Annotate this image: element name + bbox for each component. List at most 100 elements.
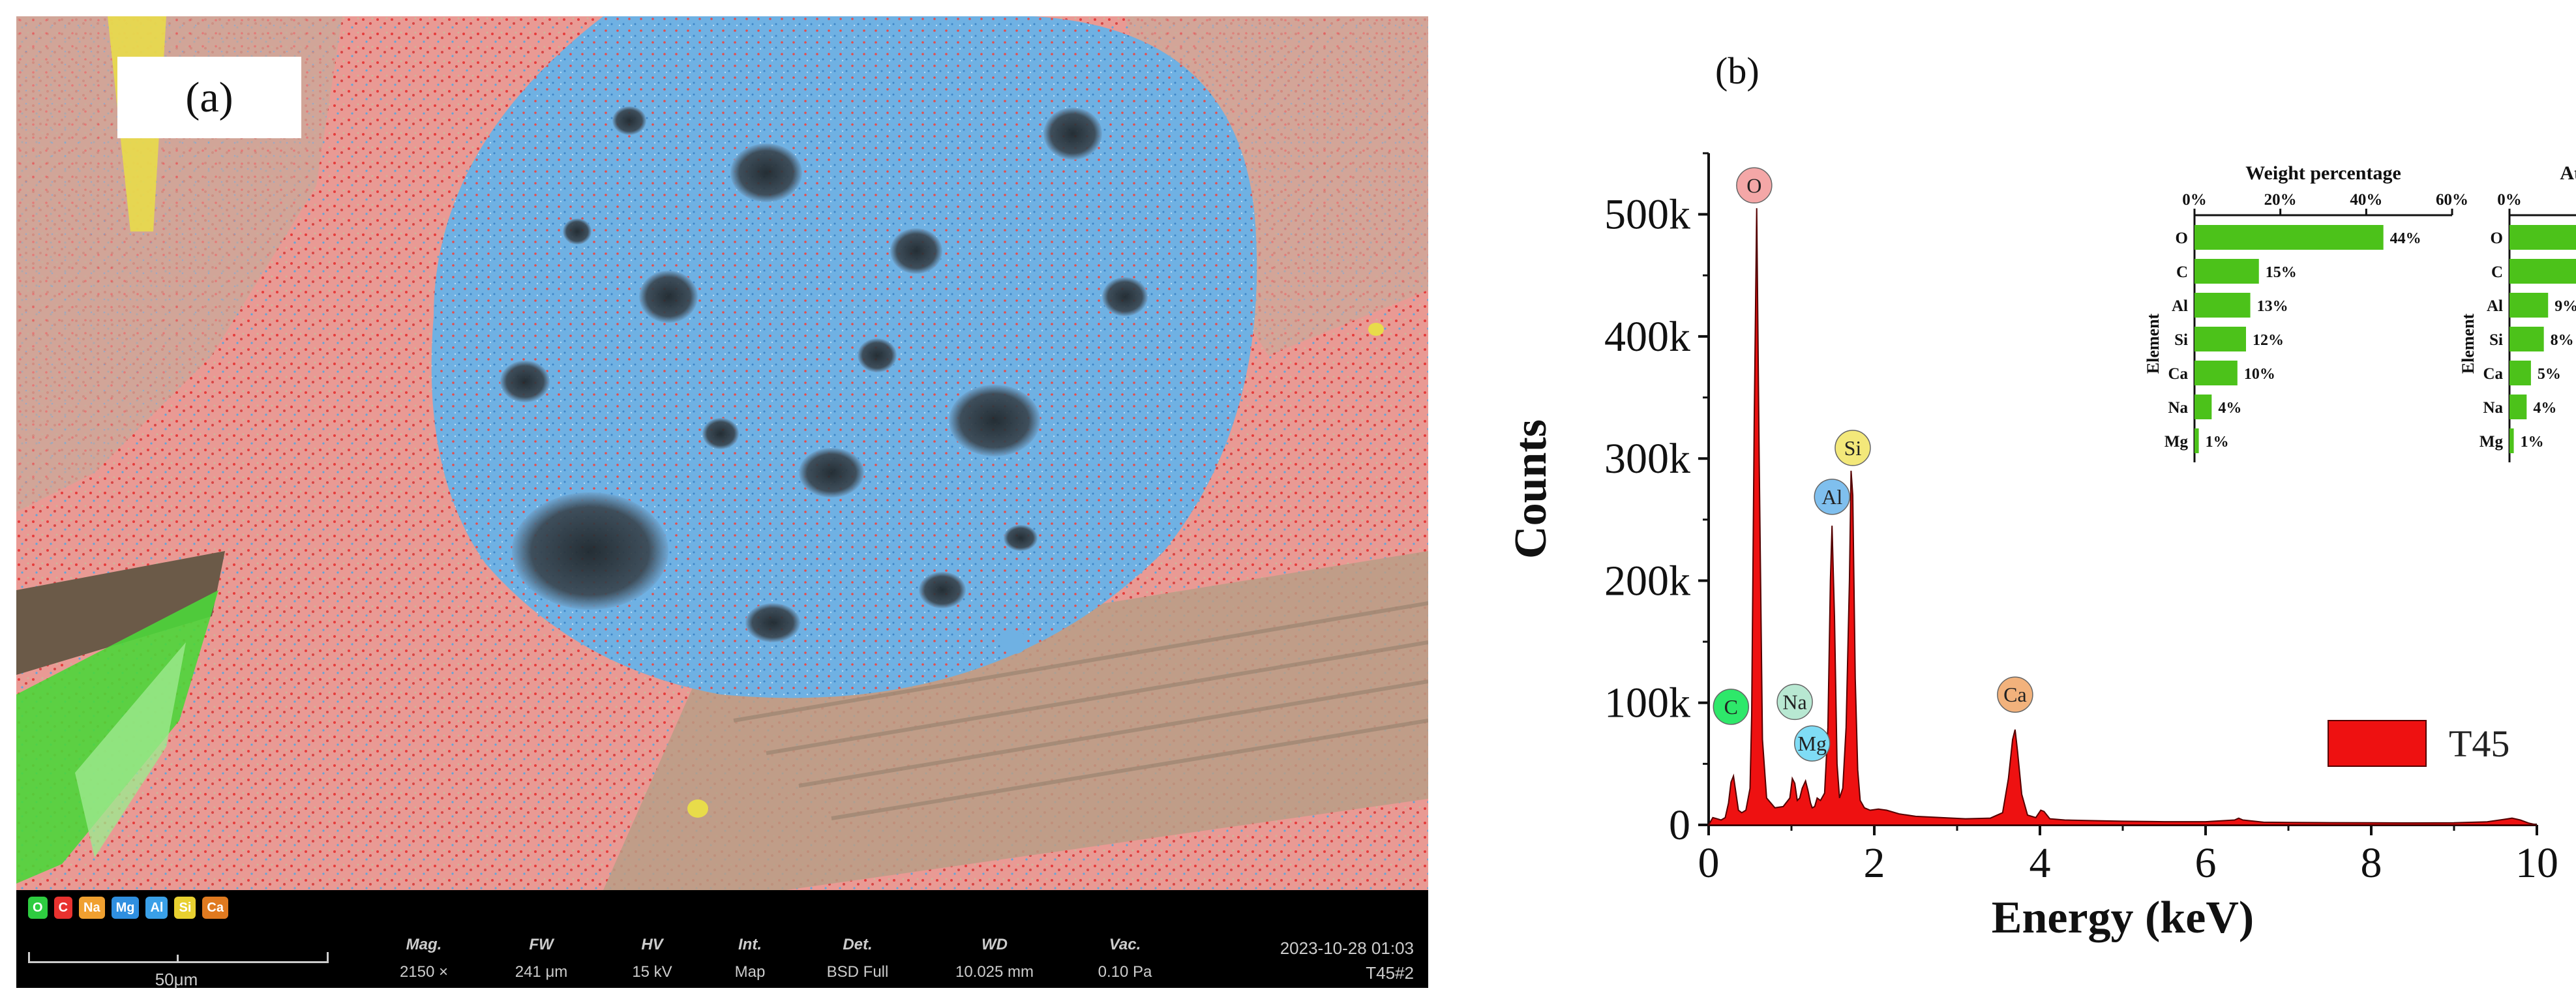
atomic-inset-value-label-al: 9% xyxy=(2554,298,2576,315)
peak-label-o: O xyxy=(1746,173,1761,197)
scale-bar-midtick xyxy=(177,955,179,961)
weight-inset-cat-label-c: C xyxy=(2176,263,2188,281)
peak-marker-na xyxy=(1776,683,1813,721)
scale-bar-label: 50μm xyxy=(155,970,198,989)
weight-inset-x-tick-label: 60% xyxy=(2436,191,2468,209)
weight-inset-y-title: Element xyxy=(2144,313,2163,374)
element-color-legend: O C Na Mg Al Si Ca xyxy=(28,897,228,919)
weight-inset-bar-si xyxy=(2194,327,2246,351)
element-chip-c: C xyxy=(53,897,73,919)
atomic-inset-cat-label-mg: Mg xyxy=(2479,433,2504,451)
atomic-inset-bar-ca xyxy=(2509,361,2531,385)
meta-value: 241 μm xyxy=(515,963,568,981)
atomic-inset-bar-o xyxy=(2509,225,2576,250)
meta-head: HV xyxy=(641,936,663,953)
element-chip-mg: Mg xyxy=(111,897,140,919)
legend-swatch-t45 xyxy=(2328,720,2427,767)
atomic-inset-bar-c xyxy=(2509,259,2576,284)
weight-inset-value-label-ca: 10% xyxy=(2244,366,2275,383)
atomic-inset-cat-label-ca: Ca xyxy=(2483,365,2503,383)
peak-marker-mg xyxy=(1794,725,1831,762)
panel-label-a: (a) xyxy=(185,73,233,121)
weight-inset-bar-na xyxy=(2194,395,2212,419)
weight-inset-value-label-al: 13% xyxy=(2257,298,2288,315)
peak-marker-al xyxy=(1814,479,1850,515)
weight-inset-bar-ca xyxy=(2194,361,2238,385)
peak-marker-c xyxy=(1713,689,1750,725)
meta-head: Int. xyxy=(738,936,762,953)
atomic-inset-y-title: Element xyxy=(2459,313,2478,374)
meta-mag: Mag. 2150 × xyxy=(355,936,492,981)
panel-a-label-box: (a) xyxy=(117,57,301,138)
x-tick-label: 2 xyxy=(1864,839,1885,887)
meta-sample-id: T45#2 xyxy=(1366,963,1414,983)
meta-det: Det. BSD Full xyxy=(789,936,926,981)
atomic-inset-value-label-mg: 1% xyxy=(2521,434,2544,451)
meta-datetime: 2023-10-28 01:03 xyxy=(1280,938,1414,958)
eds-spectrum-panel: 0 2 4 6 8 10 0 100k 200k 300k 400k 500k Energy (keV)… xyxy=(1428,0,2576,999)
meta-head: Vac. xyxy=(1109,936,1141,953)
sem-eds-map-image xyxy=(16,16,1428,890)
peak-label-mg: Mg xyxy=(1798,732,1827,755)
atomic-inset-bar-na xyxy=(2509,395,2527,419)
weight-inset-bar-mg xyxy=(2194,428,2199,453)
meta-head: Det. xyxy=(843,936,873,953)
weight-inset-value-label-o: 44% xyxy=(2390,230,2421,247)
legend-label-t45: T45 xyxy=(2449,723,2509,765)
weight-inset-value-label-c: 15% xyxy=(2266,264,2297,281)
atomic-inset-cat-label-c: C xyxy=(2491,263,2503,281)
meta-value: 10.025 mm xyxy=(955,963,1034,981)
y-tick-label: 200k xyxy=(1604,557,1690,604)
atomic-inset-bar-al xyxy=(2509,293,2549,318)
x-tick-label: 6 xyxy=(2195,839,2217,887)
meta-int: Int. Map xyxy=(681,936,818,981)
atomic-inset-value-label-si: 8% xyxy=(2551,332,2574,349)
meta-hv: HV 15 kV xyxy=(584,936,721,981)
y-tick-label: 300k xyxy=(1604,435,1690,483)
atomic-inset-x-tick-label: 0% xyxy=(2497,191,2522,209)
weight-inset-cat-label-si: Si xyxy=(2174,331,2188,349)
element-chip-o: O xyxy=(28,897,48,919)
meta-head: WD xyxy=(981,936,1008,953)
element-chip-si: Si xyxy=(174,897,196,919)
sem-info-bar: O C Na Mg Al Si Ca 50μm Mag. 2150 × FW 241 μm … xyxy=(16,890,1428,989)
meta-value: BSD Full xyxy=(826,963,889,981)
atomic-inset-cat-label-o: O xyxy=(2491,230,2503,247)
weight-inset-bar-c xyxy=(2194,259,2259,284)
weight-inset-x-tick-label: 0% xyxy=(2182,191,2207,209)
meta-head: FW xyxy=(529,936,554,953)
weight-inset-cat-label-al: Al xyxy=(2172,297,2188,315)
atomic-inset-cat-label-al: Al xyxy=(2487,297,2503,315)
weight-inset-x-tick-label: 40% xyxy=(2350,191,2382,209)
weight-inset-cat-label-ca: Ca xyxy=(2168,365,2188,383)
weight-inset-bar-al xyxy=(2194,293,2251,318)
panel-label-b: (b) xyxy=(1715,50,1760,92)
x-tick-label: 0 xyxy=(1698,839,1720,887)
atomic-inset-title: Atomic percentage xyxy=(2560,162,2576,184)
weight-inset-cat-label-na: Na xyxy=(2168,399,2188,417)
x-tick-label: 4 xyxy=(2029,839,2051,887)
atomic-inset-cat-label-na: Na xyxy=(2483,399,2503,417)
sem-eds-map-panel: (a) O C Na Mg Al Si Ca 50μm Mag. 2150 × FW 241… xyxy=(16,16,1428,989)
atomic-inset-value-label-ca: 5% xyxy=(2538,366,2561,383)
peak-marker-o xyxy=(1736,167,1773,204)
meta-head: Mag. xyxy=(406,936,442,953)
atomic-inset-bar-mg xyxy=(2509,428,2514,453)
weight-inset-cat-label-mg: Mg xyxy=(2164,433,2189,451)
x-axis-title: Energy (keV) xyxy=(1992,893,2254,943)
meta-datetime-sample: 2023-10-28 01:03 T45#2 xyxy=(1280,936,1414,985)
weight-inset-value-label-mg: 1% xyxy=(2206,434,2229,451)
scale-bar xyxy=(28,952,329,963)
meta-value: 0.10 Pa xyxy=(1098,963,1152,981)
element-chip-al: Al xyxy=(145,897,168,919)
weight-inset-cat-label-o: O xyxy=(2176,230,2188,247)
weight-inset-value-label-si: 12% xyxy=(2253,332,2284,349)
element-chip-na: Na xyxy=(79,897,105,919)
peak-label-al: Al xyxy=(1821,485,1842,509)
meta-wd: WD 10.025 mm xyxy=(926,936,1063,981)
x-tick-label: 8 xyxy=(2361,839,2382,887)
weight-inset-title: Weight percentage xyxy=(2245,162,2401,184)
meta-value: 2150 × xyxy=(399,963,449,981)
eds-spectrum-chart: 0 2 4 6 8 10 0 100k 200k 300k 400k 500k Energy (keV)… xyxy=(1506,152,2576,943)
y-axis-title: Counts xyxy=(1506,419,1556,559)
